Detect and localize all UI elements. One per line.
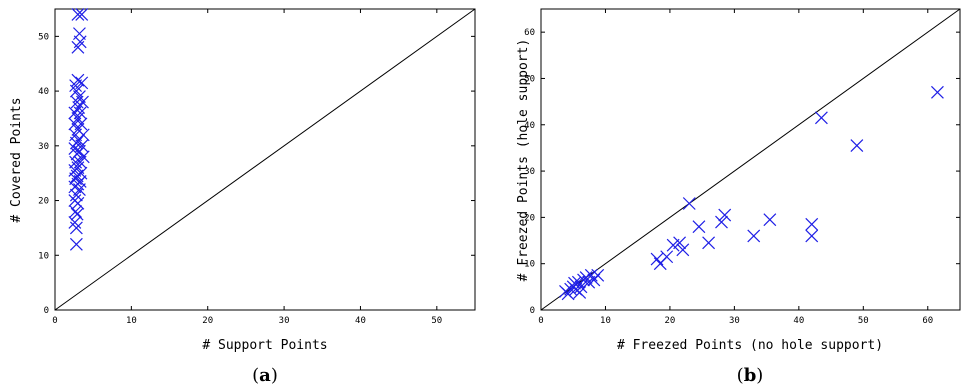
data-point	[568, 276, 581, 290]
panel-label-close: )	[271, 365, 278, 386]
y-tick-label: 20	[524, 213, 535, 223]
data-point	[70, 207, 84, 221]
x-tick-label: 0	[52, 316, 57, 326]
y-tick-label: 10	[524, 260, 535, 270]
x-tick-label: 50	[431, 316, 442, 326]
panel-label-open: (	[737, 365, 744, 386]
x-tick-label: 30	[279, 316, 290, 326]
x-tick-label: 10	[600, 316, 611, 326]
data-point	[68, 216, 82, 229]
y-tick-label: 10	[38, 251, 49, 261]
y-tick-label: 40	[524, 121, 535, 131]
data-point	[75, 76, 89, 90]
data-point	[574, 280, 588, 294]
y-tick-label: 0	[44, 306, 49, 316]
x-tick-label: 20	[202, 316, 213, 326]
data-point	[76, 128, 90, 142]
y-tick-label: 60	[524, 28, 535, 38]
y-tick-label: 30	[524, 167, 535, 177]
data-point	[718, 208, 732, 222]
panel-letter: b	[744, 365, 757, 386]
data-point	[805, 229, 819, 243]
x-axis-label: # Support Points	[202, 338, 327, 353]
data-point	[69, 205, 83, 218]
x-tick-label: 0	[538, 316, 543, 326]
data-point	[75, 8, 89, 21]
data-point	[70, 95, 84, 109]
panel-label-close: )	[756, 365, 763, 386]
y-tick-label: 50	[524, 74, 535, 84]
x-tick-label: 40	[355, 316, 366, 326]
panel-letter: a	[259, 365, 271, 386]
data-point	[702, 236, 716, 250]
data-point	[814, 111, 828, 125]
x-tick-label: 10	[126, 316, 137, 326]
data-point	[692, 220, 706, 234]
reference-line	[540, 8, 961, 311]
data-point	[69, 188, 83, 202]
data-point	[591, 268, 605, 282]
panel-label-open: (	[252, 365, 259, 386]
data-point	[673, 236, 687, 250]
data-point	[805, 217, 819, 231]
data-point	[676, 243, 690, 257]
x-axis-label: # Freezed Points (no hole support)	[617, 338, 883, 353]
y-tick-label: 30	[38, 142, 49, 152]
data-point	[71, 8, 85, 21]
data-point	[71, 40, 85, 54]
data-point	[747, 229, 761, 243]
data-point	[69, 221, 83, 235]
data-point	[68, 180, 82, 194]
data-point	[69, 237, 83, 251]
data-point	[715, 215, 728, 229]
x-tick-label: 40	[793, 316, 804, 326]
plot-frame	[54, 8, 476, 311]
chart-panel-a: 0 10 20 30 40 50 0 10 20 30 40 50 # Support Points # …	[9, 8, 476, 386]
data-point	[71, 196, 85, 210]
data-point	[931, 85, 944, 99]
y-axis-label: # Covered Points	[9, 97, 24, 222]
data-point	[573, 285, 587, 299]
y-axis-label: # Freezed Points (hole support)	[516, 39, 531, 282]
x-tick-label: 60	[922, 316, 933, 326]
plot-frame	[540, 8, 961, 311]
reference-line	[54, 8, 476, 311]
y-tick-label: 40	[38, 87, 49, 97]
x-tick-label: 20	[665, 316, 676, 326]
panel-label: (b)	[737, 365, 764, 386]
data-point	[682, 197, 696, 210]
panel-label: (a)	[252, 365, 278, 386]
data-point	[660, 250, 674, 264]
x-tick-label: 30	[729, 316, 740, 326]
data-point	[72, 101, 86, 114]
y-tick-label: 50	[38, 32, 49, 42]
data-point	[850, 139, 864, 153]
y-tick-label: 0	[530, 306, 535, 316]
data-point	[76, 95, 89, 109]
data-point	[763, 213, 777, 227]
x-tick-label: 50	[858, 316, 869, 326]
y-tick-label: 20	[38, 197, 49, 207]
